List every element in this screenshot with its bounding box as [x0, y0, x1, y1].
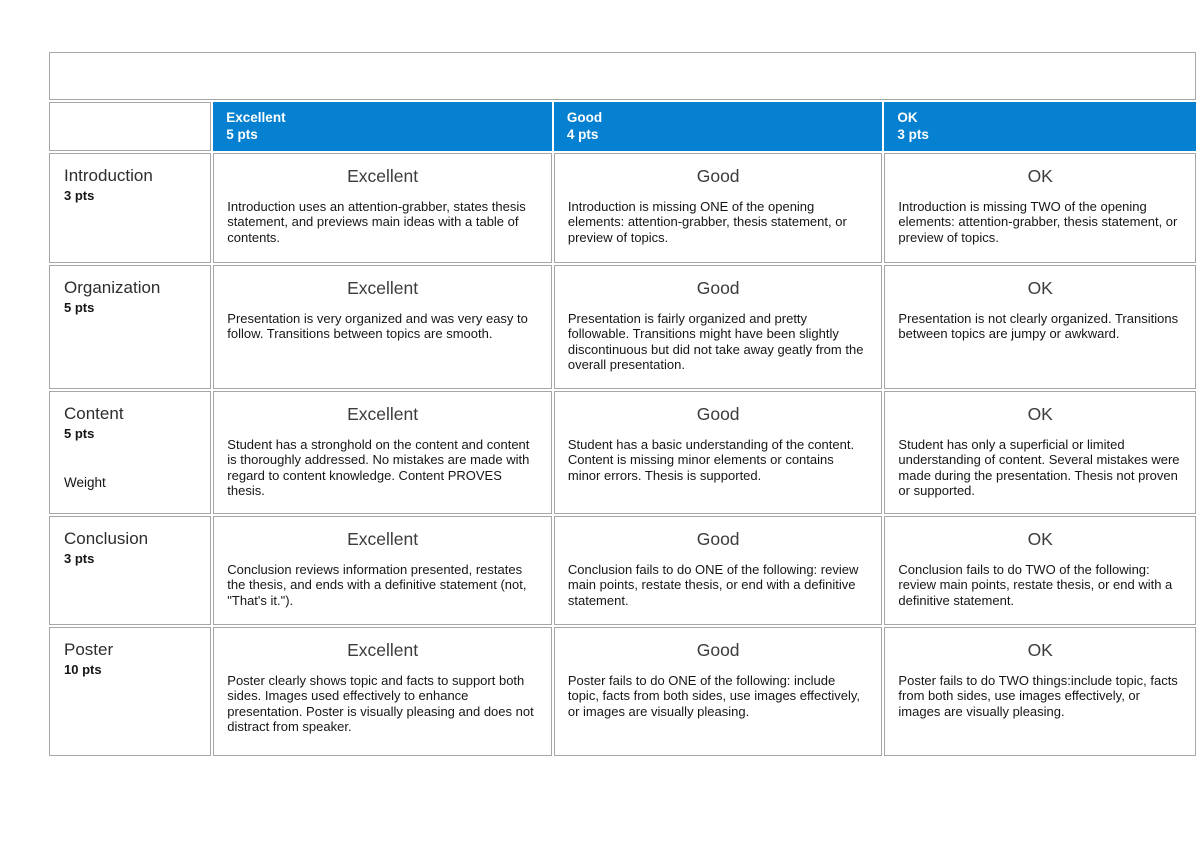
criterion-cell-conclusion: Conclusion 3 pts — [49, 515, 212, 625]
rating-cell-introduction-excellent: Excellent Introduction uses an attention… — [213, 152, 552, 263]
rating-title: OK — [1027, 277, 1053, 298]
rating-description: Introduction is missing TWO of the openi… — [898, 199, 1178, 245]
rubric-row-poster: Poster 10 pts Excellent Poster clearly s… — [49, 626, 1196, 756]
rating-title: OK — [1027, 403, 1053, 424]
rubric-row-introduction: Introduction 3 pts Excellent Introductio… — [49, 152, 1196, 263]
rating-description: Student has only a superficial or limite… — [898, 437, 1180, 498]
rating-description: Introduction uses an attention-grabber, … — [227, 199, 526, 245]
column-header-excellent: Excellent 5 pts — [213, 102, 552, 151]
criterion-points: 3 pts — [64, 188, 95, 204]
rating-title: Excellent — [347, 528, 419, 549]
rating-title: Excellent — [347, 403, 419, 424]
criterion-name: Introduction — [64, 165, 153, 185]
rating-title: Good — [696, 528, 740, 549]
rating-description: Conclusion fails to do ONE of the follow… — [567, 562, 859, 608]
column-header-label: OK — [897, 110, 918, 125]
rating-title: Excellent — [347, 639, 419, 660]
criterion-name: Conclusion — [64, 528, 149, 548]
rating-title: OK — [1027, 528, 1053, 549]
rating-description: Student has a basic understanding of the… — [567, 437, 855, 483]
criterion-weight-label: Weight — [64, 475, 106, 491]
rating-description: Conclusion reviews information presented… — [227, 562, 527, 608]
rubric-row-content: Content 5 pts Weight Excellent Student h… — [49, 390, 1196, 514]
criteria-header-cell — [49, 102, 212, 151]
column-header-label: Excellent — [226, 110, 286, 125]
rubric-title-cell — [49, 52, 1196, 100]
rating-description: Presentation is very organized and was v… — [227, 311, 528, 342]
rating-cell-conclusion-ok: OK Conclusion fails to do TWO of the fol… — [884, 515, 1196, 625]
rubric-table: Excellent 5 pts Good 4 pts OK 3 pts Intr… — [47, 50, 1198, 758]
rating-cell-organization-excellent: Excellent Presentation is very organized… — [213, 264, 552, 389]
rating-cell-content-ok: OK Student has only a superficial or lim… — [884, 390, 1196, 514]
rating-description: Introduction is missing ONE of the openi… — [567, 199, 847, 245]
rating-cell-organization-ok: OK Presentation is not clearly organized… — [884, 264, 1196, 389]
rating-title: OK — [1027, 639, 1053, 660]
rubric-row-conclusion: Conclusion 3 pts Excellent Conclusion re… — [49, 515, 1196, 625]
rating-title: Good — [696, 165, 740, 186]
rating-cell-conclusion-excellent: Excellent Conclusion reviews information… — [213, 515, 552, 625]
rating-description: Poster fails to do TWO things:include to… — [898, 673, 1178, 719]
rating-description: Student has a stronghold on the content … — [227, 437, 530, 498]
column-header-points: 4 pts — [566, 126, 599, 142]
rubric-row-organization: Organization 5 pts Excellent Presentatio… — [49, 264, 1196, 389]
rating-title: Good — [696, 277, 740, 298]
rating-title: Excellent — [347, 277, 419, 298]
criterion-cell-organization: Organization 5 pts — [49, 264, 212, 389]
criterion-cell-introduction: Introduction 3 pts — [49, 152, 212, 263]
rating-cell-poster-ok: OK Poster fails to do TWO things:include… — [884, 626, 1196, 756]
rubric-header-row: Excellent 5 pts Good 4 pts OK 3 pts — [49, 102, 1196, 151]
rating-cell-introduction-ok: OK Introduction is missing TWO of the op… — [884, 152, 1196, 263]
rating-cell-organization-good: Good Presentation is fairly organized an… — [553, 264, 883, 389]
criterion-name: Poster — [64, 639, 114, 659]
criterion-cell-poster: Poster 10 pts — [49, 626, 212, 756]
criterion-cell-content: Content 5 pts Weight — [49, 390, 212, 514]
rating-description: Conclusion fails to do TWO of the follow… — [898, 562, 1173, 608]
rating-title: Excellent — [347, 165, 419, 186]
column-header-good: Good 4 pts — [553, 102, 883, 151]
rating-title: Good — [696, 639, 740, 660]
rating-description: Presentation is fairly organized and pre… — [567, 311, 864, 372]
rating-cell-conclusion-good: Good Conclusion fails to do ONE of the f… — [553, 515, 883, 625]
criterion-name: Organization — [64, 277, 161, 297]
rating-cell-poster-good: Good Poster fails to do ONE of the follo… — [553, 626, 883, 756]
rating-title: OK — [1027, 165, 1053, 186]
rating-cell-content-excellent: Excellent Student has a stronghold on th… — [213, 390, 552, 514]
criterion-points: 3 pts — [64, 551, 95, 567]
column-header-points: 3 pts — [897, 126, 929, 142]
rating-cell-poster-excellent: Excellent Poster clearly shows topic and… — [213, 626, 552, 756]
rating-cell-content-good: Good Student has a basic understanding o… — [553, 390, 883, 514]
column-header-points: 5 pts — [226, 126, 258, 142]
column-header-label: Good — [566, 110, 603, 125]
rating-title: Good — [696, 403, 740, 424]
rubric-title-row — [49, 52, 1196, 100]
rating-description: Poster clearly shows topic and facts to … — [227, 673, 534, 734]
criterion-points: 10 pts — [64, 662, 102, 678]
criterion-points: 5 pts — [64, 300, 95, 316]
column-header-ok: OK 3 pts — [884, 102, 1196, 151]
criterion-points: 5 pts — [64, 426, 95, 442]
rating-description: Presentation is not clearly organized. T… — [898, 311, 1179, 342]
rating-description: Poster fails to do ONE of the following:… — [567, 673, 861, 719]
criterion-name: Content — [64, 403, 124, 423]
rating-cell-introduction-good: Good Introduction is missing ONE of the … — [553, 152, 883, 263]
